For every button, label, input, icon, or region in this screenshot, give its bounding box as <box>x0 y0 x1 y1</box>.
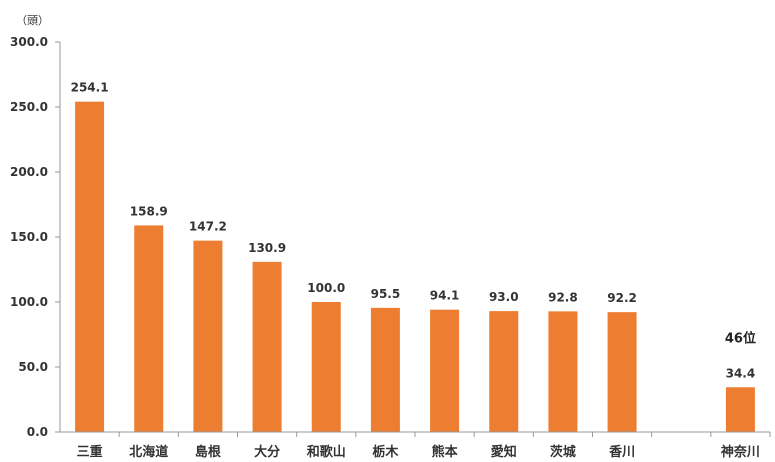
data-label: 92.2 <box>607 291 637 305</box>
x-category-label: 北海道 <box>129 444 168 460</box>
x-category-label: 香川 <box>608 444 635 460</box>
x-axis-category-labels: 三重 北海道 島根 大分 和歌山 栃木 熊本 愛知 茨城 香川 神奈川 <box>77 444 760 460</box>
rank-annotation: 46位 <box>725 330 756 346</box>
x-category-label: 愛知 <box>491 444 517 460</box>
x-category-label: 島根 <box>195 444 222 460</box>
bar <box>370 307 400 432</box>
y-axis-unit-label: （頭） <box>16 14 49 27</box>
x-category-label: 茨城 <box>550 444 576 460</box>
bar <box>252 261 282 432</box>
data-label: 94.1 <box>430 289 460 303</box>
bar <box>193 240 223 432</box>
bar <box>548 311 578 432</box>
data-labels: 254.1 158.9 147.2 130.9 100.0 95.5 94.1 93.0 92.… <box>71 81 756 381</box>
data-label: 95.5 <box>371 287 401 301</box>
bar <box>725 387 755 432</box>
bars <box>75 101 755 433</box>
data-label: 100.0 <box>307 281 345 295</box>
data-label: 92.8 <box>548 290 578 304</box>
bar <box>311 302 341 432</box>
y-tick-label: 0.0 <box>27 425 48 439</box>
y-axis-ticks: 0.0 50.0 100.0 150.0 200.0 250.0 300.0 <box>10 35 771 439</box>
y-tick-label: 250.0 <box>10 100 48 114</box>
data-label: 130.9 <box>248 241 286 255</box>
annotations: 46位 <box>725 330 756 346</box>
data-label: 147.2 <box>189 220 227 234</box>
y-tick-label: 100.0 <box>10 295 48 309</box>
x-category-label: 和歌山 <box>307 444 346 460</box>
y-tick-label: 150.0 <box>10 230 48 244</box>
data-label: 34.4 <box>726 366 756 380</box>
bar <box>430 309 460 432</box>
x-category-label: 神奈川 <box>721 444 760 460</box>
data-label: 254.1 <box>71 81 109 95</box>
data-label: 158.9 <box>130 204 168 218</box>
bar <box>489 311 519 432</box>
x-category-label: 熊本 <box>432 444 458 460</box>
bar <box>75 101 105 433</box>
bar <box>607 312 637 432</box>
bar <box>134 225 164 432</box>
data-label: 93.0 <box>489 290 519 304</box>
x-category-label: 大分 <box>254 444 280 460</box>
y-tick-label: 300.0 <box>10 35 48 49</box>
x-category-label: 三重 <box>77 444 103 460</box>
x-category-label: 栃木 <box>372 444 399 460</box>
y-tick-label: 50.0 <box>18 360 48 374</box>
y-tick-label: 200.0 <box>10 165 48 179</box>
